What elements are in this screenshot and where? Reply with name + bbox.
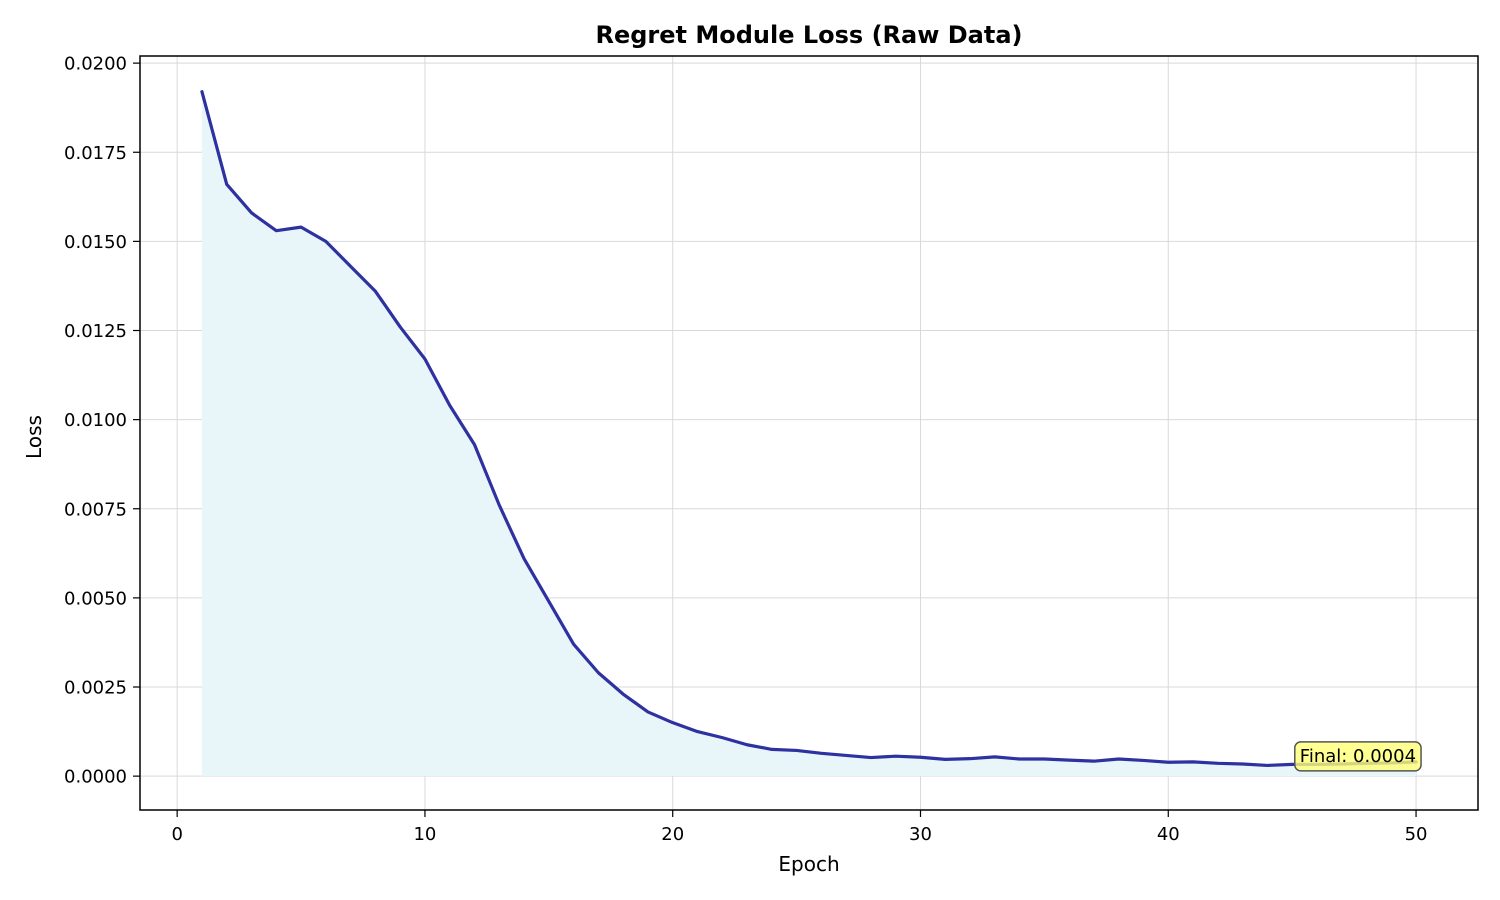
annotation-box — [1294, 741, 1422, 772]
y-tick-label: 0.0025 — [64, 678, 127, 699]
y-tick-label: 0.0000 — [64, 767, 127, 788]
loss-series-layer — [200, 90, 1418, 768]
y-tick-label: 0.0125 — [64, 321, 127, 342]
y-tick-label: 0.0075 — [64, 499, 127, 520]
plot-area — [139, 55, 1479, 811]
loss-line — [200, 90, 1418, 768]
x-tick-label: 10 — [413, 824, 436, 845]
axis-ticks: 0 10 20 30 40 50 0.0000 0.0025 0.0050 0.0075 0.010… — [64, 54, 1427, 845]
loss-area-fill — [201, 91, 1417, 777]
y-tick-label: 0.0050 — [64, 588, 127, 609]
annotation-text: Final: 0.0004 — [1300, 746, 1416, 767]
y-axis-label: Loss — [22, 415, 46, 459]
x-tick-label: 30 — [909, 824, 932, 845]
y-tick-label: 0.0200 — [64, 54, 127, 75]
y-tick-label: 0.0175 — [64, 143, 127, 164]
final-value-annotation: Final: 0.0004 — [1294, 741, 1422, 772]
x-axis-label: Epoch — [778, 852, 839, 876]
y-tick-label: 0.0150 — [64, 232, 127, 253]
x-tick-label: 20 — [661, 824, 684, 845]
x-tick-label: 0 — [171, 824, 182, 845]
x-tick-label: 50 — [1405, 824, 1428, 845]
area-fill-layer — [201, 91, 1417, 777]
x-tick-label: 40 — [1157, 824, 1180, 845]
chart-title: Regret Module Loss (Raw Data) — [595, 21, 1022, 49]
y-tick-label: 0.0100 — [64, 410, 127, 431]
